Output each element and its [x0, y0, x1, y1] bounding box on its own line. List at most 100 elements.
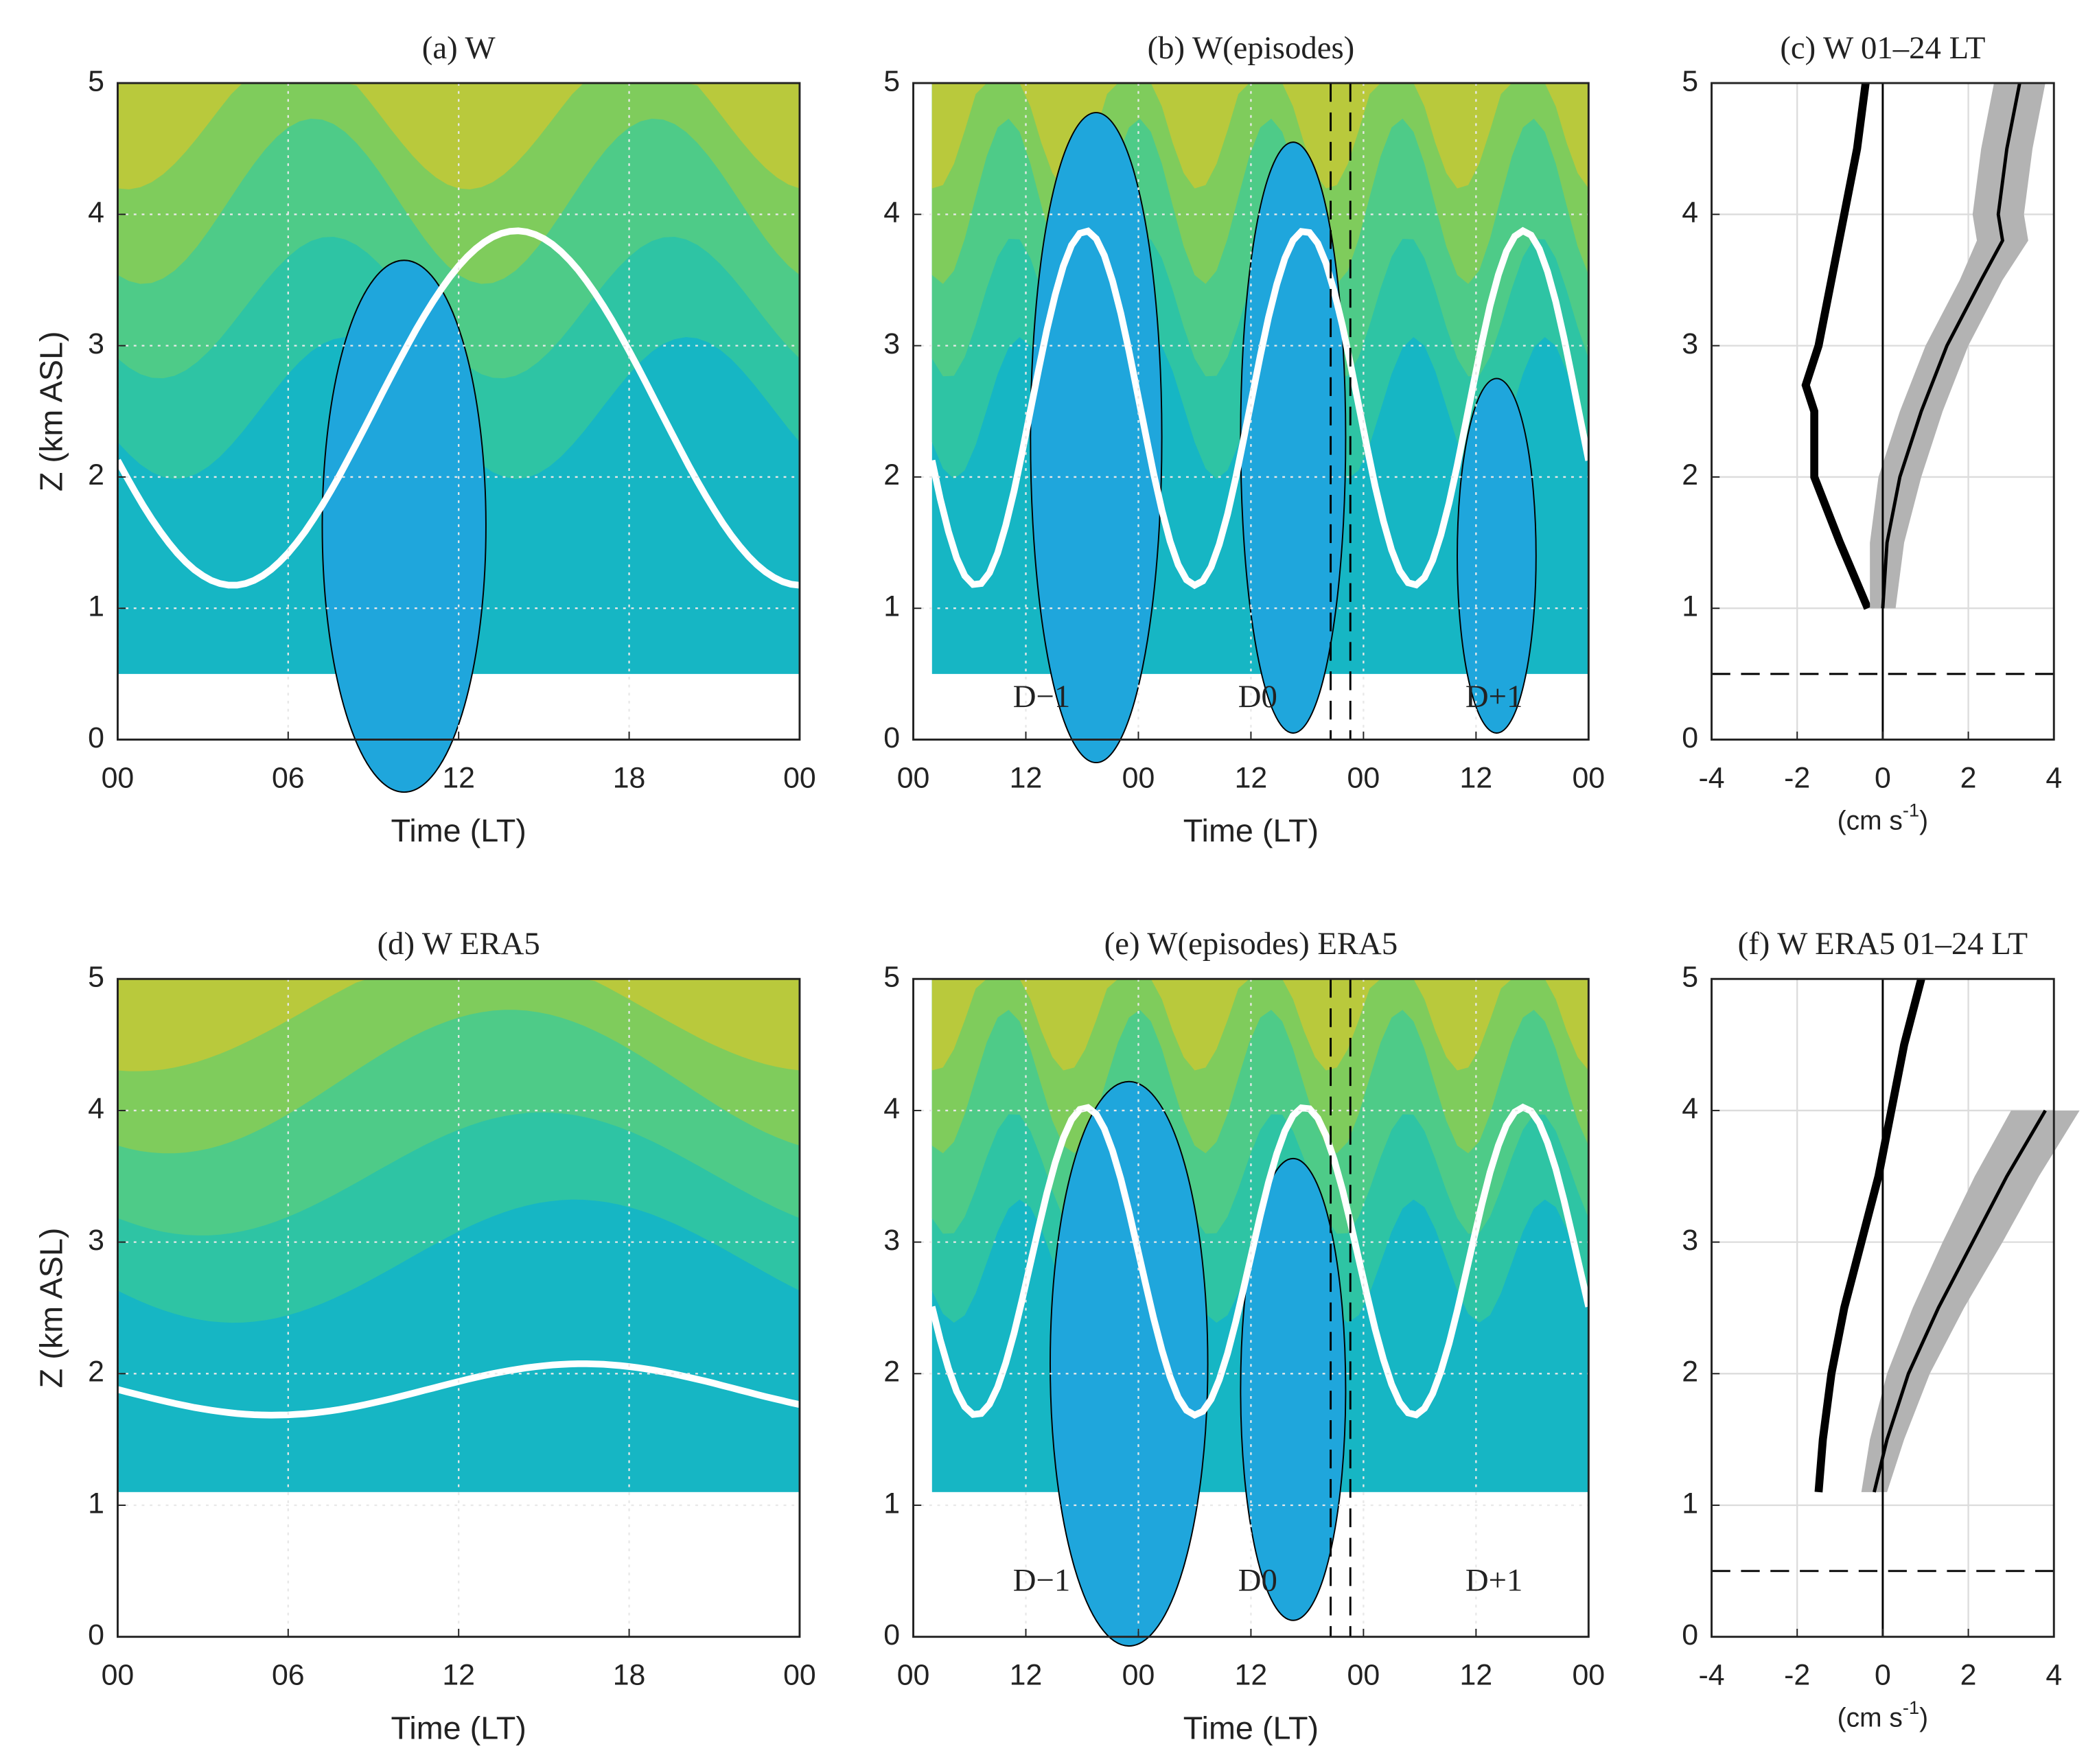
x-tick-label: 12	[1010, 1658, 1043, 1691]
y-tick-label: 1	[88, 590, 104, 623]
y-tick-label: 3	[1682, 327, 1698, 360]
y-tick-label: 0	[1682, 721, 1698, 754]
y-tick-label: 4	[1682, 1092, 1698, 1125]
panel-title: (f) W ERA5 01–24 LT	[1738, 926, 2028, 962]
x-tick-label: 12	[442, 1658, 475, 1691]
panel-title: (b) W(episodes)	[1148, 30, 1355, 66]
x-tick-label: 4	[2046, 761, 2062, 794]
y-tick-label: 1	[88, 1487, 104, 1520]
y-tick-label: 1	[1682, 590, 1698, 623]
field-band	[931, 979, 1589, 1071]
y-tick-label: 4	[883, 196, 900, 229]
x-axis-label: (cm s-1)	[1838, 800, 1928, 836]
x-tick-label: -4	[1698, 761, 1724, 794]
x-tick-label: 2	[1960, 761, 1977, 794]
y-tick-label: 0	[883, 721, 900, 754]
x-tick-label: -2	[1784, 1658, 1810, 1691]
field-band	[117, 979, 800, 1071]
x-tick-label: 00	[897, 1658, 930, 1691]
x-tick-label: -2	[1784, 761, 1810, 794]
y-tick-label: 4	[883, 1092, 900, 1125]
profile-line	[1801, 82, 1872, 610]
y-tick-label: 2	[1682, 1356, 1698, 1389]
y-tick-label: 3	[88, 327, 104, 360]
y-tick-label: 0	[883, 1618, 900, 1651]
x-tick-label: 00	[102, 761, 135, 794]
x-axis-label-part: (cm s	[1838, 806, 1903, 836]
x-tick-label: 0	[1875, 1658, 1891, 1691]
episode-label: D0	[1238, 679, 1277, 715]
profile-line	[1881, 82, 2021, 609]
y-axis-label: Z (km ASL)	[33, 1228, 69, 1389]
x-tick-label: -4	[1698, 1658, 1724, 1691]
y-tick-label: 2	[88, 1356, 104, 1389]
x-axis-label: (cm s-1)	[1838, 1697, 1928, 1733]
spread-band	[1870, 83, 2046, 609]
y-tick-label: 4	[88, 1092, 104, 1125]
zero-contour	[929, 1103, 1592, 1419]
x-axis-label: Time (LT)	[1183, 1710, 1319, 1745]
y-tick-label: 3	[883, 1224, 900, 1257]
x-tick-label: 00	[783, 761, 816, 794]
y-tick-label: 0	[1682, 1618, 1698, 1651]
x-axis-label-part: (cm s	[1838, 1704, 1903, 1733]
x-tick-label: 12	[442, 761, 475, 794]
x-tick-label: 2	[1960, 1658, 1977, 1691]
field-band	[931, 83, 1589, 189]
x-tick-label: 00	[102, 1658, 135, 1691]
y-tick-label: 5	[1682, 65, 1698, 97]
x-axis-label-part: )	[1919, 1704, 1928, 1733]
zero-contour	[929, 227, 1592, 590]
y-tick-label: 2	[88, 459, 104, 491]
x-tick-label: 00	[1122, 1658, 1155, 1691]
x-tick-label: 4	[2046, 1658, 2062, 1691]
x-tick-label: 06	[272, 761, 305, 794]
y-tick-label: 5	[883, 65, 900, 97]
spread-band	[1861, 1110, 2080, 1492]
y-tick-label: 1	[883, 1487, 900, 1520]
x-axis-label: Time (LT)	[391, 1710, 526, 1745]
x-tick-label: 00	[1122, 761, 1155, 794]
y-tick-label: 3	[1682, 1224, 1698, 1257]
panel-title: (d) W ERA5	[378, 926, 540, 962]
x-tick-label: 12	[1460, 761, 1493, 794]
field-low	[1050, 1080, 1209, 1647]
x-tick-label: 00	[1572, 761, 1605, 794]
y-tick-label: 3	[88, 1224, 104, 1257]
y-axis-label: Z (km ASL)	[33, 331, 69, 491]
y-tick-label: 2	[1682, 459, 1698, 491]
x-axis-label-part: -1	[1903, 800, 1919, 821]
field-low	[321, 259, 487, 793]
y-tick-label: 1	[1682, 1487, 1698, 1520]
episode-label: D−1	[1013, 1563, 1071, 1599]
zero-contour	[115, 227, 800, 589]
y-tick-label: 5	[88, 65, 104, 97]
x-axis-label-part: )	[1919, 806, 1928, 836]
y-tick-label: 0	[88, 721, 104, 754]
y-tick-label: 4	[88, 196, 104, 229]
x-axis-label-part: -1	[1903, 1697, 1919, 1718]
x-tick-label: 12	[1460, 1658, 1493, 1691]
panel-title: (c) W 01–24 LT	[1780, 30, 1985, 66]
x-tick-label: 00	[1572, 1658, 1605, 1691]
x-tick-label: 00	[783, 1658, 816, 1691]
x-tick-label: 00	[897, 761, 930, 794]
y-tick-label: 1	[883, 590, 900, 623]
episode-label: D−1	[1013, 679, 1071, 715]
x-tick-label: 12	[1010, 761, 1043, 794]
field-band	[117, 83, 800, 189]
field-low	[1457, 378, 1537, 734]
y-tick-label: 5	[88, 961, 104, 994]
y-tick-label: 5	[883, 961, 900, 994]
x-tick-label: 12	[1235, 1658, 1268, 1691]
episode-label: D+1	[1465, 679, 1523, 715]
panel-title: (a) W	[422, 30, 496, 66]
y-tick-label: 4	[1682, 196, 1698, 229]
episode-label: D+1	[1465, 1563, 1523, 1599]
field-low	[1030, 112, 1163, 763]
x-tick-label: 0	[1875, 761, 1891, 794]
x-tick-label: 00	[1347, 1658, 1380, 1691]
y-tick-label: 2	[883, 459, 900, 491]
x-tick-label: 18	[613, 1658, 646, 1691]
